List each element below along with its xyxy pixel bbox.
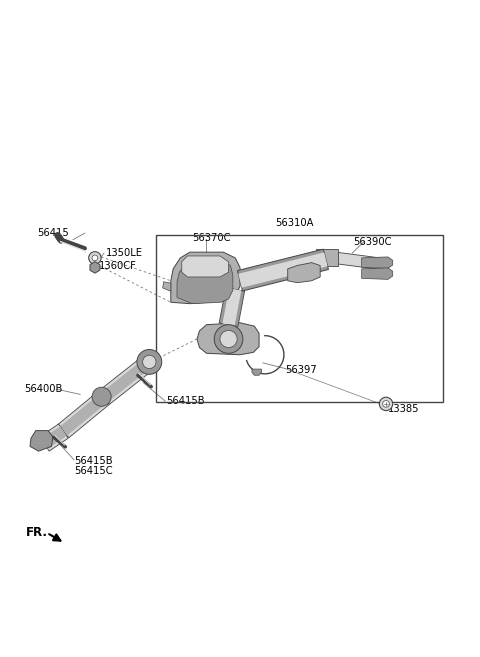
Circle shape	[143, 355, 156, 369]
Text: 56415: 56415	[37, 228, 69, 238]
Circle shape	[379, 397, 393, 411]
Text: 56415C: 56415C	[74, 466, 113, 476]
Polygon shape	[288, 263, 320, 283]
Polygon shape	[30, 430, 53, 451]
Polygon shape	[362, 268, 393, 279]
Circle shape	[92, 387, 111, 406]
Polygon shape	[182, 256, 228, 277]
Polygon shape	[316, 249, 338, 267]
Polygon shape	[39, 424, 68, 451]
Polygon shape	[222, 288, 241, 326]
Polygon shape	[41, 426, 67, 449]
Polygon shape	[219, 288, 245, 327]
Text: 56400B: 56400B	[24, 384, 62, 394]
Polygon shape	[90, 261, 100, 273]
Circle shape	[137, 350, 162, 374]
Polygon shape	[171, 252, 240, 304]
Text: 56390C: 56390C	[354, 237, 392, 246]
Polygon shape	[100, 357, 153, 402]
Circle shape	[383, 401, 389, 407]
Text: 56415B: 56415B	[166, 396, 204, 406]
Polygon shape	[252, 369, 262, 375]
Polygon shape	[197, 323, 259, 355]
Bar	[156, 235, 443, 403]
Circle shape	[92, 255, 98, 261]
Text: 56370C: 56370C	[192, 233, 231, 243]
Polygon shape	[362, 257, 393, 268]
Polygon shape	[58, 391, 109, 438]
Polygon shape	[99, 355, 155, 405]
Text: 56310A: 56310A	[276, 218, 314, 228]
Text: 56415B: 56415B	[74, 456, 113, 466]
Text: 13385: 13385	[388, 403, 420, 414]
Polygon shape	[238, 252, 328, 288]
Polygon shape	[60, 394, 108, 436]
Polygon shape	[177, 260, 233, 304]
Circle shape	[214, 325, 243, 353]
Polygon shape	[238, 249, 328, 291]
Text: FR.: FR.	[26, 526, 48, 539]
Circle shape	[89, 252, 101, 264]
Polygon shape	[335, 252, 384, 270]
Text: 1350LE: 1350LE	[106, 248, 143, 258]
Polygon shape	[163, 282, 171, 291]
Text: 56397: 56397	[285, 365, 317, 375]
Circle shape	[220, 330, 237, 348]
Text: 1360CF: 1360CF	[99, 261, 137, 271]
